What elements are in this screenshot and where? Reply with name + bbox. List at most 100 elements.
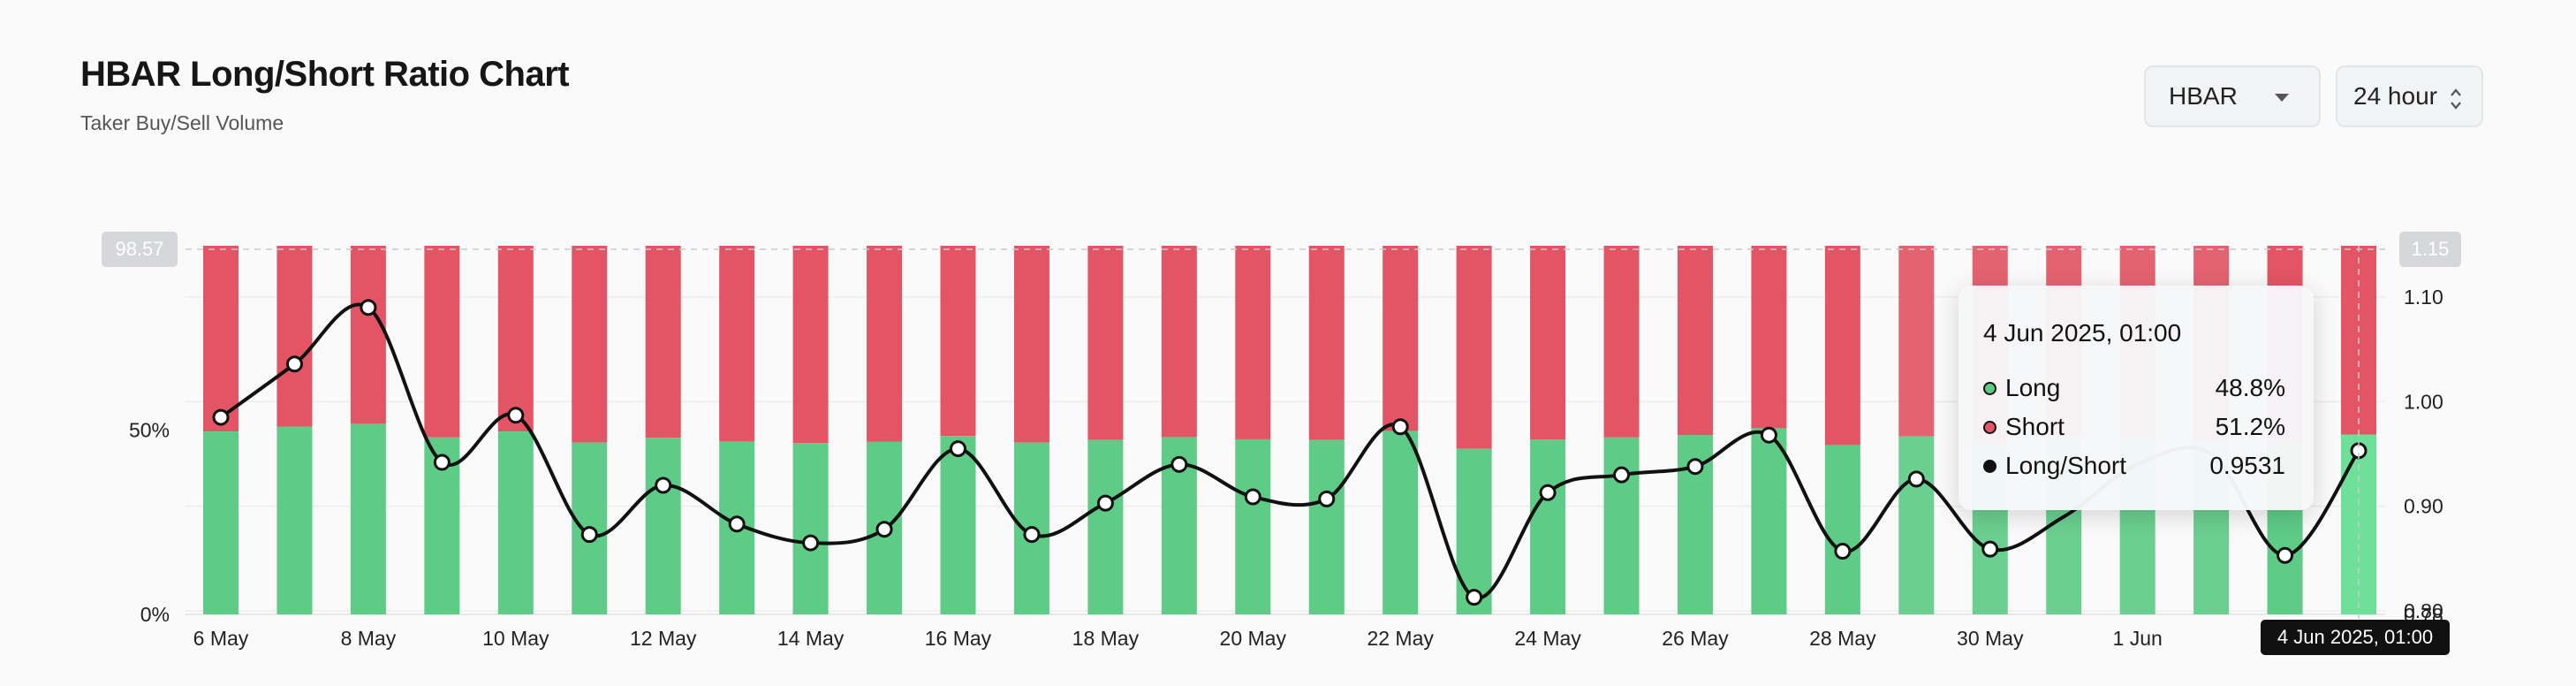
long-bar — [1235, 438, 1271, 614]
y-right-tick-label: 0.90 — [2404, 495, 2443, 518]
x-tick-label: 24 May — [1514, 627, 1581, 650]
short-bar — [497, 246, 534, 432]
short-bar — [867, 246, 903, 442]
ratio-point — [285, 355, 303, 373]
short-bar — [1677, 246, 1713, 436]
short-bar — [1383, 246, 1419, 431]
y-right-tick-label: 0.80 — [2404, 599, 2443, 622]
page-title: HBAR Long/Short Ratio Chart — [80, 55, 570, 94]
tooltip-value: 51.2% — [2215, 413, 2285, 440]
ratio-dot-icon — [1983, 459, 1996, 473]
short-bar — [1898, 246, 1935, 437]
x-tick-label: 30 May — [1957, 627, 2024, 650]
ratio-point — [507, 407, 525, 424]
short-bar — [572, 246, 608, 443]
short-bar — [1456, 246, 1492, 449]
short-bar — [792, 246, 829, 444]
long-bar — [940, 436, 976, 614]
crosshair-time-label: 4 Jun 2025, 01:00 — [2261, 620, 2450, 655]
ratio-point — [1834, 543, 1852, 560]
ratio-point — [212, 408, 230, 426]
short-bar — [645, 246, 681, 438]
tooltip-date: 4 Jun 2025, 01:00 — [1983, 319, 2182, 347]
x-tick-label: 26 May — [1662, 627, 1729, 650]
short-bar — [350, 246, 386, 424]
chart-ratio-line — [212, 299, 2368, 606]
short-bar — [203, 246, 239, 432]
ratio-point — [1023, 526, 1041, 544]
x-tick-label: 10 May — [482, 627, 549, 650]
tooltip-row-long: Long 48.8% — [1983, 369, 2285, 408]
long-bar — [497, 431, 534, 614]
tooltip-row-short: Short 51.2% — [1983, 408, 2285, 446]
short-bar — [424, 246, 460, 438]
ratio-point — [1981, 540, 1999, 558]
crosshair-left-value: 98.57 — [102, 232, 178, 267]
ratio-point — [875, 521, 893, 538]
ratio-point — [1171, 455, 1188, 473]
x-tick-label: 28 May — [1809, 627, 1876, 650]
x-tick-label: 6 May — [193, 627, 249, 650]
updown-chevron-icon — [2451, 88, 2461, 110]
ratio-point — [802, 534, 820, 552]
long-bar — [1308, 439, 1345, 614]
tooltip-row-ratio: Long/Short 0.9531 — [1983, 446, 2285, 485]
ratio-point — [1244, 488, 1261, 506]
long-dot-icon — [1983, 381, 1996, 395]
long-bar — [1087, 439, 1124, 614]
short-bar — [719, 246, 755, 442]
ratio-point — [1318, 490, 1336, 507]
tooltip-label: Long — [2005, 374, 2061, 401]
x-tick-label: 8 May — [341, 627, 397, 650]
y-right-tick-label: 1.00 — [2404, 390, 2443, 413]
ratio-point — [433, 454, 451, 471]
short-bar — [1161, 246, 1197, 438]
tooltip-label: Long/Short — [2005, 452, 2126, 479]
short-bar — [1751, 246, 1787, 429]
long-bar — [1898, 436, 1935, 614]
ratio-point — [1686, 458, 1704, 476]
short-bar — [277, 246, 313, 427]
page-subtitle: Taker Buy/Sell Volume — [80, 111, 284, 134]
long-bar — [1383, 431, 1419, 614]
short-bar — [1824, 246, 1860, 446]
y-right-tick-label: 1.10 — [2404, 286, 2443, 309]
short-dot-icon — [1983, 420, 1996, 434]
x-tick-label: 16 May — [925, 627, 992, 650]
long-bar — [1824, 445, 1860, 614]
x-tick-label: 18 May — [1072, 627, 1140, 650]
ratio-point — [1096, 494, 1114, 512]
ratio-point — [580, 526, 598, 544]
ratio-point — [655, 476, 672, 494]
short-bar — [1530, 246, 1566, 440]
y-left-tick-label: 0% — [140, 603, 170, 626]
long-bar — [350, 423, 386, 614]
ratio-point — [949, 440, 966, 458]
short-bar — [1013, 246, 1049, 443]
range-select-value: 24 hour — [2353, 82, 2437, 110]
range-select[interactable]: 24 hour — [2336, 65, 2483, 127]
tooltip-value: 0.9531 — [2209, 452, 2285, 479]
long-bar — [277, 426, 313, 614]
short-bar — [1235, 246, 1271, 439]
asset-select-value: HBAR — [2169, 82, 2238, 110]
chart-tooltip: 4 Jun 2025, 01:00 Long 48.8% Short 51.2%… — [1959, 286, 2314, 510]
x-tick-label: 22 May — [1367, 627, 1434, 650]
short-bar — [1087, 246, 1124, 440]
ratio-point — [1539, 484, 1557, 501]
ratio-point — [1907, 470, 1925, 488]
ratio-point — [728, 515, 746, 533]
crosshair-right-value: 1.15 — [2399, 232, 2461, 267]
long-bar — [645, 438, 681, 614]
long-bar — [203, 431, 239, 614]
chart-axis-ticks: 6 May 8 May 10 May 12 May 14 May 16 May 18 May… — [129, 286, 2443, 650]
short-bar — [1603, 246, 1640, 438]
ratio-point — [1613, 466, 1631, 484]
ratio-point — [1760, 426, 1777, 444]
tooltip-label: Short — [2005, 413, 2065, 440]
tooltip-value: 48.8% — [2215, 374, 2285, 401]
long-bar — [1456, 448, 1492, 614]
ratio-point — [1466, 589, 1483, 606]
x-tick-label: 12 May — [630, 627, 697, 650]
asset-select[interactable]: HBAR — [2144, 65, 2321, 127]
